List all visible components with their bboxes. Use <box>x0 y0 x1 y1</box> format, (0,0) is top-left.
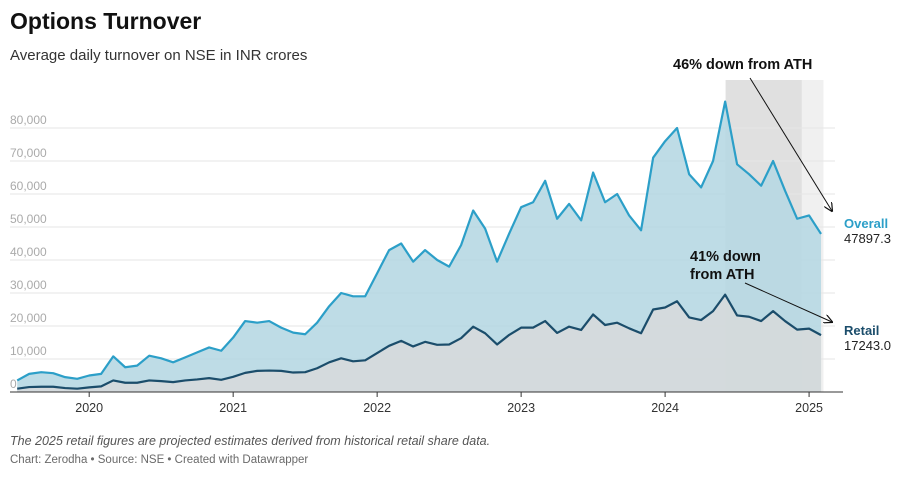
annotation-overall-ath: 46% down from ATH <box>673 57 832 211</box>
y-axis-ticks: 0 10,000 20,000 30,000 40,000 50,000 60,000 70,… <box>10 113 47 391</box>
annotation-overall-text: 46% down from ATH <box>673 57 812 73</box>
area-fills <box>17 101 822 392</box>
y-tick-label-6: 60,000 <box>10 179 47 193</box>
x-axis-ticks: 2020 2021 2022 2023 2024 2025 <box>75 392 823 415</box>
end-label-overall-name: Overall <box>844 216 888 231</box>
y-tick-label-5: 50,000 <box>10 212 47 226</box>
footnote: The 2025 retail figures are projected es… <box>10 434 491 448</box>
annotation-retail-ath: 41% down from ATH <box>690 249 832 322</box>
series-lines <box>16 100 822 390</box>
annotation-retail-text-line1: 41% down <box>690 249 761 265</box>
x-tick-label-1: 2021 <box>219 401 247 415</box>
line-overall <box>16 100 822 382</box>
x-tick-label-4: 2024 <box>651 401 679 415</box>
end-label-retail-name: Retail <box>844 323 879 338</box>
y-tick-label-8: 80,000 <box>10 113 47 127</box>
y-tick-label-3: 30,000 <box>10 278 47 292</box>
chart-subtitle: Average daily turnover on NSE in INR cro… <box>10 47 308 64</box>
x-tick-label-5: 2025 <box>795 401 823 415</box>
area-retail <box>17 294 822 392</box>
chart-title: Options Turnover <box>10 8 202 34</box>
source-credit: Chart: Zerodha • Source: NSE • Created w… <box>10 454 309 466</box>
y-tick-label-7: 70,000 <box>10 146 47 160</box>
y-tick-label-0: 0 <box>10 377 17 391</box>
end-label-overall-value: 47897.3 <box>844 231 891 246</box>
area-overall <box>17 101 822 392</box>
line-retail <box>17 293 822 390</box>
x-tick-label-2: 2022 <box>363 401 391 415</box>
annotation-retail-arrow <box>744 282 832 322</box>
y-tick-label-4: 40,000 <box>10 245 47 259</box>
annotation-overall-arrow <box>749 77 832 211</box>
annotation-retail-text-line2: from ATH <box>690 267 754 283</box>
x-tick-label-3: 2023 <box>507 401 535 415</box>
y-tick-label-1: 10,000 <box>10 344 47 358</box>
end-label-retail-value: 17243.0 <box>844 338 891 353</box>
x-tick-label-0: 2020 <box>75 401 103 415</box>
y-tick-label-2: 20,000 <box>10 311 47 325</box>
